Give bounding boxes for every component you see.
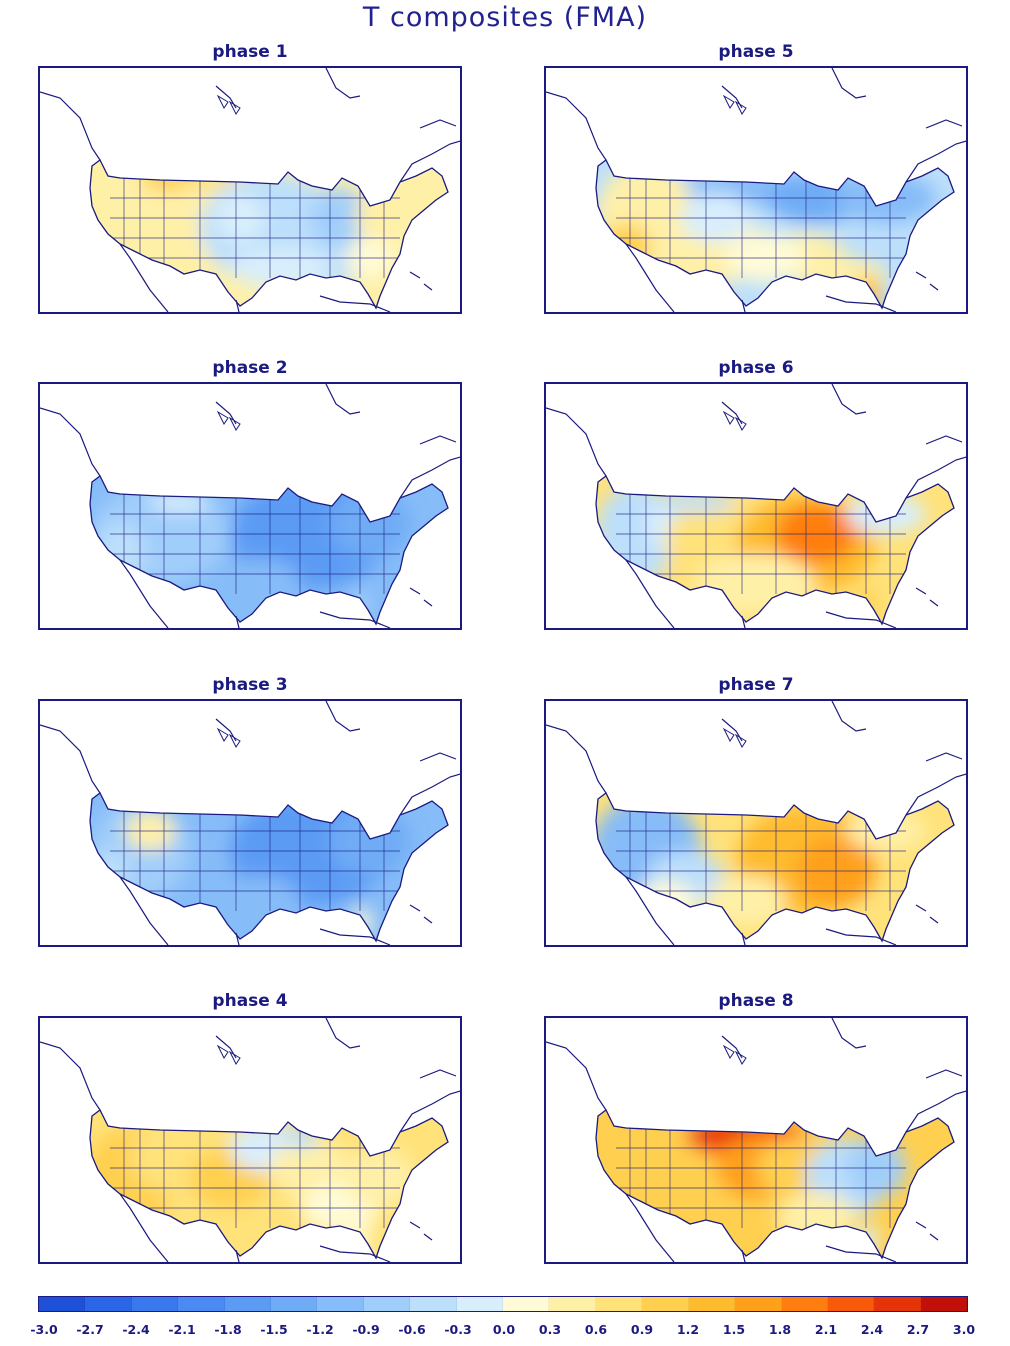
colorbar-tick-label: 2.4 — [860, 1322, 884, 1337]
colorbar-tick-label: -0.6 — [398, 1322, 426, 1337]
map-panel — [38, 1016, 462, 1264]
colorbar-tick-label: -2.4 — [122, 1322, 150, 1337]
colorbar-tick-label: -1.8 — [214, 1322, 242, 1337]
colorbar-swatch — [920, 1297, 968, 1311]
colorbar-tick-label: 1.2 — [676, 1322, 700, 1337]
colorbar-swatch — [317, 1297, 364, 1311]
panel-title: phase 3 — [212, 675, 288, 695]
colorbar-swatch — [642, 1297, 689, 1311]
map-panel — [544, 699, 968, 947]
map-panel — [544, 1016, 968, 1264]
panel-title: phase 5 — [718, 42, 794, 62]
colorbar-swatch — [224, 1297, 272, 1311]
colorbar-tick-label: -0.3 — [444, 1322, 472, 1337]
colorbar-swatch — [549, 1297, 596, 1311]
colorbar-tick-label: 0.9 — [630, 1322, 654, 1337]
colorbar-tick-label: -2.7 — [76, 1322, 104, 1337]
colorbar-swatch — [410, 1297, 457, 1311]
colorbar-tick-label: 0.3 — [538, 1322, 562, 1337]
colorbar-swatch — [178, 1297, 225, 1311]
map-panel — [38, 699, 462, 947]
colorbar-swatch — [85, 1297, 132, 1311]
colorbar-swatch — [781, 1297, 828, 1311]
panel-title: phase 6 — [718, 358, 794, 378]
colorbar-swatch — [735, 1297, 782, 1311]
colorbar-tick-label: -0.9 — [352, 1322, 380, 1337]
panel-title: phase 7 — [718, 675, 794, 695]
map-panel — [544, 66, 968, 314]
colorbar-tick-label: 1.8 — [768, 1322, 792, 1337]
map-svg — [40, 68, 460, 312]
colorbar-tick-label: 3.0 — [952, 1322, 976, 1337]
colorbar-swatch — [827, 1297, 875, 1311]
map-svg — [546, 68, 966, 312]
panel-title: phase 8 — [718, 991, 794, 1011]
colorbar — [38, 1296, 968, 1312]
map-svg — [40, 384, 460, 628]
map-panel — [38, 66, 462, 314]
colorbar-swatch — [39, 1297, 86, 1311]
map-panel — [38, 382, 462, 630]
colorbar-tick-label: -1.2 — [306, 1322, 334, 1337]
map-svg — [546, 1018, 966, 1262]
panel-title: phase 4 — [212, 991, 288, 1011]
map-svg — [546, 384, 966, 628]
colorbar-tick-label: -2.1 — [168, 1322, 196, 1337]
map-svg — [40, 701, 460, 945]
colorbar-swatch — [503, 1297, 550, 1311]
colorbar-tick-label: 2.1 — [814, 1322, 838, 1337]
figure-title: T composites (FMA) — [362, 2, 648, 33]
colorbar-swatch — [688, 1297, 736, 1311]
colorbar-tick-label: -1.5 — [260, 1322, 288, 1337]
colorbar-swatch — [874, 1297, 921, 1311]
map-panel — [544, 382, 968, 630]
colorbar-swatch — [271, 1297, 318, 1311]
colorbar-tick-label: 0.0 — [492, 1322, 516, 1337]
colorbar-tick-label: 1.5 — [722, 1322, 746, 1337]
colorbar-swatch — [131, 1297, 179, 1311]
panel-title: phase 2 — [212, 358, 288, 378]
colorbar-swatch — [456, 1297, 504, 1311]
colorbar-tick-label: 2.7 — [906, 1322, 930, 1337]
panel-title: phase 1 — [212, 42, 288, 62]
colorbar-tick-label: 0.6 — [584, 1322, 608, 1337]
colorbar-swatch — [595, 1297, 643, 1311]
colorbar-tick-label: -3.0 — [30, 1322, 58, 1337]
map-svg — [40, 1018, 460, 1262]
colorbar-swatch — [363, 1297, 411, 1311]
map-svg — [546, 701, 966, 945]
